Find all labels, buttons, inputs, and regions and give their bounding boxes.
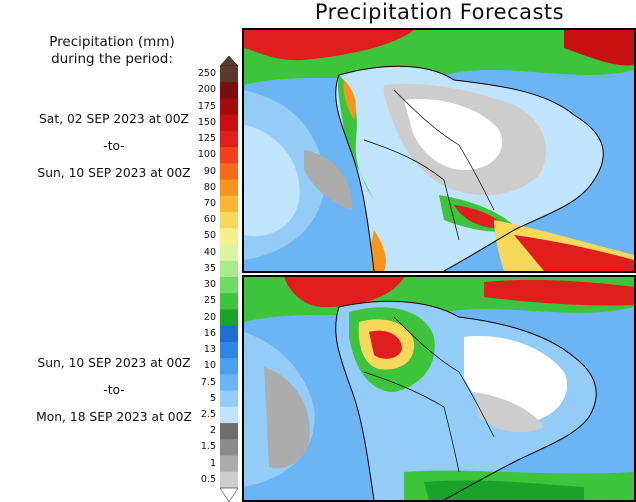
period-top-sep: -to- — [103, 139, 125, 153]
scale-swatch — [220, 195, 238, 213]
scale-swatch — [220, 163, 238, 180]
forecast-map-week1 — [242, 28, 636, 273]
scale-swatch — [220, 130, 238, 148]
period-top-end: Sun, 10 SEP 2023 at 00Z — [37, 166, 191, 180]
scale-tick-label: 200 — [197, 84, 216, 96]
page-title: Precipitation Forecasts — [314, 0, 565, 24]
scale-swatch — [220, 471, 238, 489]
scale-swatch — [220, 212, 238, 229]
scale-tick-label: 60 — [203, 214, 216, 226]
scale-tick-label: 70 — [203, 197, 216, 209]
scale-tick-label: 1.5 — [200, 441, 216, 453]
color-scale-bar — [219, 56, 239, 502]
period-top-start: Sat, 02 SEP 2023 at 00Z — [39, 112, 189, 126]
scale-swatch — [220, 374, 238, 391]
scale-swatch — [220, 358, 238, 375]
scale-swatch — [220, 260, 238, 278]
scale-tick-label: 13 — [203, 344, 216, 356]
scale-tick-label: 20 — [203, 311, 216, 323]
scale-tick-label: 80 — [203, 181, 216, 193]
period-bottom-end: Mon, 18 SEP 2023 at 00Z — [36, 410, 192, 424]
scale-tick-label: 175 — [197, 100, 216, 112]
scale-tick-label: 16 — [203, 327, 216, 339]
scale-swatch — [220, 228, 238, 245]
scale-swatch — [220, 406, 238, 424]
scale-arrow-top — [219, 56, 239, 67]
scale-tick-label: 90 — [203, 165, 216, 177]
scale-swatch — [220, 66, 238, 83]
scale-swatch — [220, 98, 238, 115]
scale-swatch — [220, 325, 238, 343]
legend-title-line1: Precipitation (mm) — [49, 34, 175, 50]
scale-tick-label: 125 — [197, 133, 216, 145]
scale-tick-label: 100 — [197, 149, 216, 161]
scale-tick-label: 10 — [203, 360, 216, 372]
legend-title-line2: during the period: — [51, 51, 173, 67]
scale-tick-label: 250 — [197, 68, 216, 80]
scale-swatch — [220, 114, 238, 132]
scale-swatch — [220, 455, 238, 473]
scale-tick-label: 25 — [203, 295, 216, 307]
scale-tick-label: 7.5 — [200, 376, 216, 388]
scale-tick-label: 50 — [203, 230, 216, 242]
period-bottom-sep: -to- — [103, 383, 125, 397]
scale-swatch — [220, 439, 238, 456]
scale-swatch — [220, 277, 238, 294]
scale-swatch — [220, 341, 238, 359]
forecast-map-week2 — [242, 275, 636, 502]
scale-swatch — [220, 244, 238, 262]
scale-tick-label: 2.5 — [200, 408, 216, 420]
scale-swatch — [220, 309, 238, 326]
scale-tick-label: 150 — [197, 116, 216, 128]
period-top: Sat, 02 SEP 2023 at 00Z -to- Sun, 10 SEP… — [0, 106, 228, 187]
scale-swatch — [220, 147, 238, 164]
scale-tick-label: 35 — [203, 262, 216, 274]
period-bottom-start: Sun, 10 SEP 2023 at 00Z — [37, 356, 191, 370]
period-bottom: Sun, 10 SEP 2023 at 00Z -to- Mon, 18 SEP… — [0, 350, 228, 431]
scale-swatch — [220, 293, 238, 310]
scale-swatch — [220, 82, 238, 99]
scale-tick-label: 2 — [209, 425, 216, 437]
scale-tick-label: 5 — [209, 392, 216, 404]
scale-tick-label: 40 — [203, 246, 216, 258]
scale-swatch — [220, 390, 238, 408]
scale-tick-label: 1 — [209, 457, 216, 469]
scale-arrow-bottom — [219, 487, 239, 502]
scale-swatch — [220, 179, 238, 197]
legend-title: Precipitation (mm) during the period: — [8, 34, 216, 68]
scale-tick-label: 30 — [203, 279, 216, 291]
scale-tick-label: 0.5 — [200, 473, 216, 485]
scale-swatch — [220, 423, 238, 440]
